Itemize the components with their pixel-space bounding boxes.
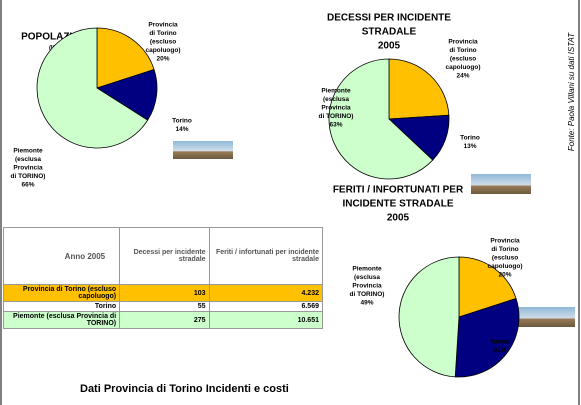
chart-title: 2005 [378, 41, 401, 52]
pie-slice [399, 257, 459, 377]
table-cell: Provincia di Torino (escluso capoluogo) [4, 285, 120, 302]
slice-label: Torino [490, 339, 510, 346]
header-cell: Decessi per incidente stradale [120, 228, 209, 285]
slice-value-label: 24% [456, 73, 469, 80]
chart-title: STRADALE [362, 27, 417, 38]
table-row: Provincia di Torino (escluso capoluogo)1… [4, 285, 323, 302]
slice-label: di Torino [449, 47, 476, 54]
slice-label: di Torino [491, 246, 518, 253]
header-cell: Feriti / infortunati per incidente strad… [209, 228, 322, 285]
slice-value-label: 49% [360, 300, 373, 307]
footer: Dati Provincia di Torino Incidenti e cos… [80, 383, 289, 395]
slice-value-label: 63% [329, 122, 342, 129]
chart-title: 2005 [387, 213, 410, 224]
slice-label: di TORINO) [11, 173, 46, 180]
slice-label: (esclusa [354, 274, 380, 281]
slice-value-label: 20% [498, 272, 511, 279]
slice-label: (escluso [150, 39, 176, 46]
source: Fonte: Paola Villani su dati ISTAT [567, 32, 576, 151]
slice-label: Provincia [321, 105, 351, 112]
slice-value-label: 14% [175, 126, 188, 133]
table-row: Piemonte (esclusa Provincia di TORINO)27… [4, 312, 323, 329]
chart-title: INCIDENTE STRADALE [342, 199, 453, 210]
slice-label: Provincia [490, 238, 520, 245]
slice-label: capoluogo) [487, 263, 522, 270]
photo [173, 141, 233, 159]
table-cell: 103 [120, 285, 209, 302]
slice-label: capoluogo) [445, 64, 480, 71]
chart-title: FERITI / INFORTUNATI PER [333, 185, 464, 196]
header-cell: Anno 2005 [4, 228, 120, 285]
table-cell: 275 [120, 312, 209, 329]
slice-label: Piemonte [321, 88, 351, 95]
table-cell: 6.569 [209, 302, 322, 312]
slice-label: (esclusa [15, 156, 41, 163]
slice-label: Piemonte [352, 266, 382, 273]
slice-value-label: 66% [21, 182, 34, 189]
slice-value-label: 31% [493, 347, 506, 354]
slice-label: di TORINO) [350, 291, 385, 298]
table-cell: 4.232 [209, 285, 322, 302]
table-cell: Torino [4, 302, 120, 312]
slice-label: Provincia [148, 22, 178, 29]
slice-label: (esclusa [323, 96, 349, 103]
slide: Fonte: Paola Villani su dati ISTAT Dati … [0, 0, 581, 405]
slice-label: Provincia [352, 283, 382, 290]
slice-label: (escluso [450, 56, 476, 63]
table-cell: 55 [120, 302, 209, 312]
slice-label: Provincia [448, 39, 478, 46]
table-cell: Piemonte (esclusa Provincia di TORINO) [4, 312, 120, 329]
slice-label: Torino [172, 118, 192, 125]
pie-slice [389, 59, 449, 119]
slice-label: di TORINO) [319, 113, 354, 120]
chart: Fonte: Paola Villani su dati ISTAT Dati … [0, 0, 581, 405]
slice-label: di Torino [149, 30, 176, 37]
slice-value-label: 13% [463, 143, 476, 150]
chart-title: DECESSI PER INCIDENTE [327, 13, 451, 24]
slice-label: Piemonte [13, 148, 43, 155]
photo [471, 174, 531, 194]
slice-label: capoluogo) [145, 47, 180, 54]
slice-label: Provincia [13, 165, 43, 172]
slice-label: (escluso [492, 255, 518, 262]
table-cell: 10.651 [209, 312, 322, 329]
slice-value-label: 20% [156, 56, 169, 63]
slice-label: Torino [460, 135, 480, 142]
photo [515, 307, 575, 327]
